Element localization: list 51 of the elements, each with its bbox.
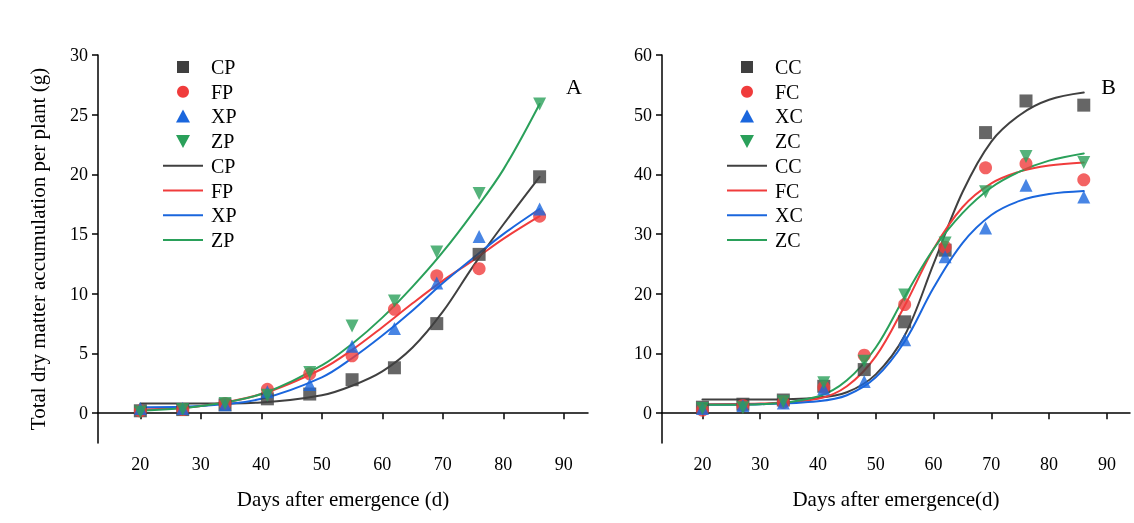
x-tick-label: 90 <box>554 454 573 474</box>
y-tick-label: 30 <box>634 224 652 245</box>
x-tick-label: 50 <box>866 454 885 474</box>
y-tick-label: 50 <box>634 104 652 125</box>
y-tick-label: 15 <box>70 224 88 245</box>
y-tick-label: 25 <box>70 104 88 125</box>
legend-label: XP <box>211 204 237 227</box>
x-tick-label: 60 <box>924 454 943 474</box>
y-tick-label: 10 <box>70 283 88 304</box>
y-tick-label: 5 <box>79 343 88 364</box>
legend-label: CP <box>211 154 236 177</box>
legend-label: FC <box>775 80 800 103</box>
legend-label: ZC <box>775 228 801 251</box>
legend-label: XP <box>211 105 237 128</box>
y-tick-label: 10 <box>634 343 652 364</box>
x-tick-label: 50 <box>312 454 331 474</box>
y-tick-label: 0 <box>643 403 652 424</box>
x-tick-label: 70 <box>982 454 1001 474</box>
legend-label: CC <box>775 154 802 177</box>
x-tick-label: 60 <box>373 454 392 474</box>
x-tick-label: 40 <box>252 454 271 474</box>
x-axis-title: Days after emergence(d) <box>792 486 1000 511</box>
y-tick-label: 0 <box>79 403 88 424</box>
legend-label: ZC <box>775 130 801 153</box>
y-tick-label: 40 <box>634 164 652 185</box>
x-tick-label: 30 <box>191 454 210 474</box>
y-tick-label: 20 <box>634 283 652 304</box>
x-tick-label: 80 <box>1040 454 1059 474</box>
y-tick-label: 60 <box>634 45 652 65</box>
y-axis-title: Total dry matter accumulation per plant (g) <box>25 67 50 431</box>
annotation: A <box>566 73 583 99</box>
y-tick-label: 30 <box>70 45 88 65</box>
legend-label: CC <box>775 56 802 78</box>
x-tick-label: 20 <box>131 454 150 474</box>
annotation: B <box>1101 73 1117 99</box>
x-axis-title: Days after emergence (d) <box>236 486 450 511</box>
x-tick-label: 80 <box>494 454 513 474</box>
legend-label: XC <box>775 204 803 227</box>
x-tick-label: 30 <box>751 454 770 474</box>
x-tick-label: 20 <box>693 454 712 474</box>
legend-label: ZP <box>211 130 235 153</box>
legend-label: FP <box>211 80 234 103</box>
x-tick-label: 70 <box>433 454 452 474</box>
x-tick-label: 40 <box>809 454 827 474</box>
x-tick-label: 90 <box>1097 454 1116 474</box>
legend-label: CP <box>211 56 236 78</box>
y-tick-label: 20 <box>70 164 88 185</box>
legend-label: XC <box>775 105 803 128</box>
legend-label: ZP <box>211 228 235 251</box>
legend-label: FP <box>211 179 234 202</box>
legend-label: FC <box>775 179 800 202</box>
